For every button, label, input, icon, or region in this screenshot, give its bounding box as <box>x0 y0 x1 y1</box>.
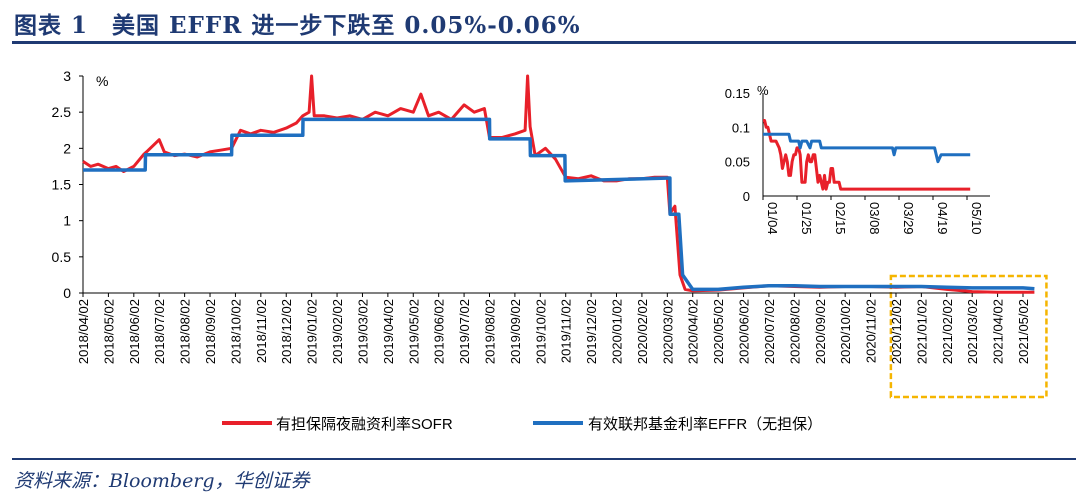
highlight-box <box>889 274 1048 399</box>
inset-x-tick-label: 05/10 <box>969 202 984 235</box>
x-tick-label: 2021/04/02 <box>991 299 1006 364</box>
x-tick-label: 2018/09/02 <box>203 299 218 364</box>
x-tick-label: 2019/01/02 <box>305 299 320 364</box>
x-tick-label: 2018/06/02 <box>127 299 142 364</box>
y-tick-label: 3 <box>63 68 71 84</box>
y-tick-label: 2 <box>63 140 71 156</box>
y-tick-label: 1 <box>63 213 71 229</box>
x-tick-label: 2020/09/02 <box>813 299 828 364</box>
y-tick-label: 2.5 <box>52 104 72 120</box>
chart-title: 图表 1 美国 EFFR 进一步下跌至 0.05%-0.06% <box>14 12 581 39</box>
x-tick-label: 2019/06/02 <box>432 299 447 364</box>
x-tick-label: 2019/02/02 <box>330 299 345 364</box>
inset-x-tick-label: 02/15 <box>833 202 848 235</box>
x-tick-label: 2020/06/02 <box>737 299 752 364</box>
inset-y-tick-label: 0.1 <box>732 120 750 135</box>
x-tick-label: 2021/02/02 <box>940 299 955 364</box>
inset-y-tick-label: 0.15 <box>725 86 750 101</box>
y-tick-label: 0 <box>63 285 71 301</box>
x-tick-label: 2020/04/02 <box>686 299 701 364</box>
x-tick-label: 2021/05/02 <box>1016 299 1031 364</box>
x-tick-label: 2021/01/02 <box>914 299 929 364</box>
x-tick-label: 2019/05/02 <box>406 299 421 364</box>
source-divider <box>12 458 1076 460</box>
x-tick-label: 2020/08/02 <box>787 299 802 364</box>
x-tick-label: 2018/04/02 <box>76 299 91 364</box>
inset-x-tick-label: 04/19 <box>935 202 950 235</box>
x-tick-label: 2019/04/02 <box>381 299 396 364</box>
x-tick-label: 2019/03/02 <box>355 299 370 364</box>
x-tick-label: 2020/12/02 <box>889 299 904 364</box>
x-tick-label: 2018/05/02 <box>101 299 116 364</box>
legend-label-sofr: 有担保隔夜融资利率SOFR <box>276 416 453 433</box>
inset-x-tick-label: 03/29 <box>901 202 916 235</box>
x-tick-label: 2019/09/02 <box>508 299 523 364</box>
effr-line <box>83 117 1035 292</box>
inset-x-tick-label: 03/08 <box>867 202 882 235</box>
x-tick-label: 2018/10/02 <box>228 299 243 364</box>
x-tick-label: 2019/10/02 <box>533 299 548 364</box>
legend-label-effr: 有效联邦基金利率EFFR（无担保） <box>588 416 822 433</box>
y-tick-label: 1.5 <box>52 177 72 193</box>
sofr-line <box>82 74 1035 294</box>
x-tick-label: 2020/02/02 <box>635 299 650 364</box>
x-tick-label: 2019/12/02 <box>584 299 599 364</box>
x-tick-label: 2020/07/02 <box>762 299 777 364</box>
x-tick-label: 2021/03/02 <box>965 299 980 364</box>
inset-y-tick-label: 0 <box>743 189 750 204</box>
inset-sofr-line <box>763 119 971 191</box>
x-tick-label: 2019/07/02 <box>457 299 472 364</box>
title-divider <box>12 41 1076 44</box>
source-note: 资料来源：Bloomberg，华创证券 <box>14 470 310 492</box>
y-axis-unit: % <box>96 73 108 89</box>
x-tick-label: 2018/11/02 <box>254 299 269 363</box>
inset-x-tick-label: 01/25 <box>799 202 814 235</box>
inset-y-unit: % <box>757 83 769 98</box>
x-tick-label: 2020/05/02 <box>711 299 726 364</box>
x-tick-label: 2019/11/02 <box>559 299 574 363</box>
x-tick-label: 2020/11/02 <box>864 299 879 363</box>
y-tick-label: 0.5 <box>52 249 72 265</box>
inset-x-tick-label: 01/04 <box>765 202 780 235</box>
x-tick-label: 2020/10/02 <box>838 299 853 364</box>
x-tick-label: 2018/08/02 <box>178 299 193 364</box>
x-tick-label: 2019/08/02 <box>482 299 497 364</box>
x-tick-label: 2020/03/02 <box>660 299 675 364</box>
inset-y-tick-label: 0.05 <box>725 155 750 170</box>
x-tick-label: 2018/07/02 <box>152 299 167 364</box>
x-tick-label: 2018/12/02 <box>279 299 294 364</box>
x-tick-label: 2020/01/02 <box>610 299 625 364</box>
inset-effr-line <box>763 132 971 164</box>
